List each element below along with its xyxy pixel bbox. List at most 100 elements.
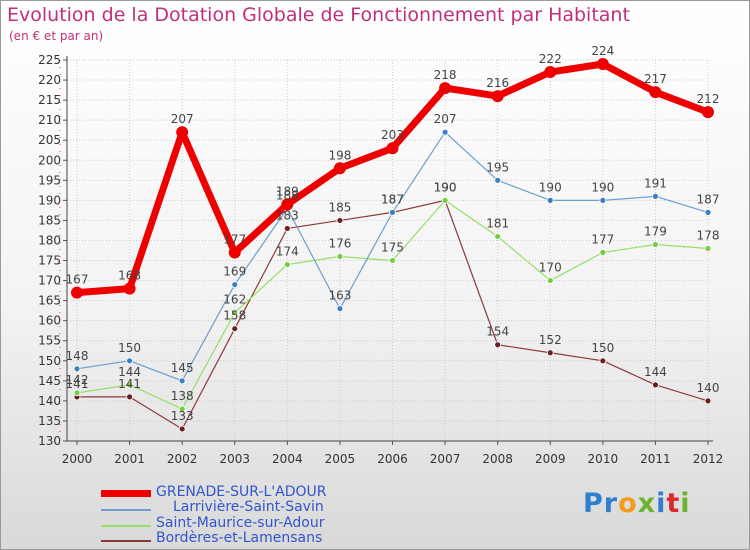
x-tick-label: 2001	[114, 452, 145, 466]
data-point	[546, 196, 554, 204]
data-point	[652, 241, 659, 248]
data-point	[73, 389, 81, 397]
data-label: 140	[697, 381, 720, 395]
data-label: 170	[539, 261, 562, 275]
data-label: 216	[486, 76, 509, 90]
y-tick-label: 180	[38, 233, 61, 247]
data-point	[652, 381, 659, 389]
y-tick-label: 165	[38, 294, 61, 308]
data-point	[178, 405, 186, 413]
data-label: 185	[328, 200, 351, 214]
legend-swatch-borderes	[101, 540, 151, 542]
data-point	[281, 198, 294, 211]
data-point	[73, 365, 81, 373]
data-point	[494, 341, 502, 349]
y-tick-label: 175	[38, 254, 61, 268]
data-label: 150	[118, 341, 141, 355]
legend-label-borderes: Bordères-et-Lamensans	[156, 530, 323, 546]
logo-letter: r	[603, 488, 619, 519]
y-tick-label: 170	[38, 274, 61, 288]
data-label: 190	[434, 180, 457, 194]
x-tick-label: 2010	[588, 452, 619, 466]
data-label: 141	[66, 377, 89, 391]
data-point	[704, 397, 712, 405]
x-tick-label: 2000	[62, 452, 93, 466]
x-tick-label: 2003	[219, 452, 250, 466]
data-label: 189	[276, 184, 299, 198]
data-point	[126, 393, 133, 401]
proxiti-logo: Proxiti	[583, 488, 691, 519]
data-label: 183	[276, 208, 299, 222]
y-tick-label: 135	[38, 414, 61, 428]
data-point	[231, 325, 239, 333]
logo-letter: x	[637, 488, 657, 519]
legend-swatch-larriviere	[101, 509, 151, 511]
data-label: 207	[434, 112, 457, 126]
data-point	[652, 192, 659, 200]
legend-label-saint-maurice: Saint-Maurice-sur-Adour	[156, 515, 325, 531]
data-point	[494, 176, 502, 184]
data-label: 162	[223, 293, 246, 307]
data-label: 198	[328, 148, 351, 162]
data-point	[389, 208, 396, 216]
data-label: 179	[644, 224, 667, 238]
data-point	[546, 277, 554, 284]
logo-letter: o	[618, 488, 638, 519]
legend-swatch-saint-maurice	[101, 525, 151, 527]
data-label: 177	[591, 233, 614, 247]
data-label: 187	[697, 192, 720, 206]
data-point	[439, 82, 452, 95]
y-tick-label: 190	[38, 193, 61, 207]
data-label: 187	[381, 192, 404, 206]
data-point	[126, 357, 133, 365]
data-label: 154	[486, 325, 509, 339]
data-point	[544, 66, 557, 79]
data-label: 158	[223, 309, 246, 323]
data-label: 190	[591, 180, 614, 194]
data-point	[176, 126, 189, 139]
data-label: 175	[381, 241, 404, 255]
x-tick-label: 2006	[377, 452, 408, 466]
data-label: 191	[644, 176, 667, 190]
data-point	[389, 257, 396, 264]
legend-label-larriviere: Larrivière-Saint-Savin	[173, 499, 324, 515]
data-label: 169	[223, 265, 246, 279]
x-tick-label: 2009	[535, 452, 566, 466]
legend-swatch-grenade	[101, 490, 151, 497]
y-tick-label: 130	[38, 434, 61, 448]
data-label: 187	[381, 192, 404, 206]
y-tick-label: 220	[38, 73, 61, 87]
data-label: 222	[539, 52, 562, 66]
data-label: 148	[66, 349, 89, 363]
data-label: 141	[118, 377, 141, 391]
data-point	[178, 377, 186, 385]
y-tick-label: 150	[38, 354, 61, 368]
data-point	[283, 261, 291, 268]
data-point	[599, 249, 607, 256]
data-label: 217	[644, 72, 667, 86]
data-label: 177	[223, 233, 246, 247]
data-label: 133	[171, 409, 194, 423]
data-point	[123, 282, 136, 295]
data-point	[494, 233, 502, 240]
data-label: 188	[276, 188, 299, 202]
data-label: 207	[171, 112, 194, 126]
y-tick-label: 205	[38, 133, 61, 147]
y-tick-label: 185	[38, 213, 61, 227]
data-label: 190	[434, 180, 457, 194]
data-point	[702, 106, 714, 119]
y-tick-label: 200	[38, 153, 61, 167]
y-tick-label: 145	[38, 374, 61, 388]
data-point	[336, 217, 344, 224]
data-point	[228, 246, 241, 259]
data-point	[336, 305, 344, 313]
data-label: 167	[66, 273, 89, 287]
data-point	[649, 86, 662, 99]
data-label: 150	[591, 341, 614, 355]
data-label: 138	[171, 389, 194, 403]
data-point	[441, 196, 449, 204]
data-point	[704, 245, 712, 252]
y-tick-label: 225	[38, 53, 61, 67]
x-tick-label: 2012	[693, 452, 724, 466]
